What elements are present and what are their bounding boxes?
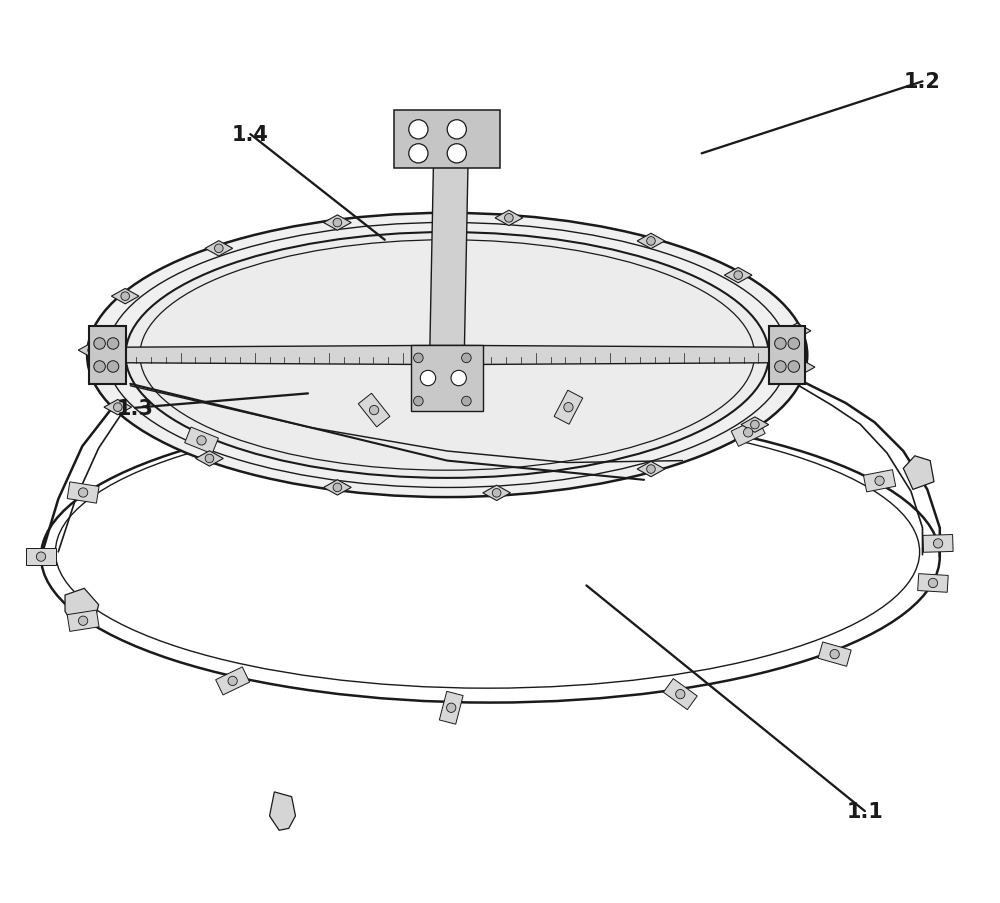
- Circle shape: [744, 428, 753, 438]
- Ellipse shape: [87, 214, 807, 498]
- Polygon shape: [324, 480, 351, 496]
- Polygon shape: [106, 346, 438, 365]
- Circle shape: [775, 339, 786, 349]
- Polygon shape: [818, 642, 851, 666]
- Polygon shape: [663, 679, 697, 710]
- Circle shape: [414, 396, 423, 406]
- Polygon shape: [787, 360, 815, 376]
- Circle shape: [447, 121, 466, 140]
- Circle shape: [205, 454, 214, 463]
- Circle shape: [676, 690, 685, 699]
- Polygon shape: [67, 482, 99, 504]
- Circle shape: [409, 121, 428, 140]
- Polygon shape: [394, 111, 500, 169]
- Polygon shape: [783, 324, 811, 340]
- Polygon shape: [411, 346, 483, 411]
- Circle shape: [647, 237, 655, 246]
- Circle shape: [121, 293, 129, 301]
- Circle shape: [414, 354, 423, 363]
- Circle shape: [830, 650, 839, 659]
- Circle shape: [751, 421, 759, 430]
- Polygon shape: [923, 535, 953, 553]
- Polygon shape: [205, 241, 233, 256]
- Circle shape: [793, 327, 801, 336]
- Circle shape: [564, 403, 573, 413]
- Circle shape: [36, 553, 46, 562]
- Circle shape: [492, 489, 501, 498]
- Polygon shape: [111, 289, 139, 304]
- Polygon shape: [104, 400, 132, 415]
- Circle shape: [775, 361, 786, 373]
- Text: 1.2: 1.2: [904, 72, 941, 92]
- Circle shape: [107, 339, 119, 349]
- Circle shape: [734, 272, 743, 280]
- Circle shape: [78, 617, 88, 626]
- Polygon shape: [731, 419, 765, 447]
- Circle shape: [447, 703, 456, 712]
- Circle shape: [78, 489, 88, 498]
- Polygon shape: [65, 589, 99, 624]
- Circle shape: [215, 245, 223, 254]
- Circle shape: [875, 477, 884, 486]
- Circle shape: [94, 361, 105, 373]
- Text: 1.3: 1.3: [117, 398, 154, 418]
- Polygon shape: [185, 428, 218, 454]
- Polygon shape: [26, 548, 56, 565]
- Circle shape: [797, 363, 805, 372]
- Circle shape: [505, 214, 513, 223]
- Polygon shape: [196, 452, 223, 467]
- Polygon shape: [637, 461, 665, 477]
- Circle shape: [420, 371, 436, 386]
- Circle shape: [788, 361, 800, 373]
- Circle shape: [928, 579, 938, 588]
- Polygon shape: [67, 610, 99, 632]
- Polygon shape: [483, 486, 510, 501]
- Polygon shape: [495, 211, 523, 227]
- Polygon shape: [358, 394, 390, 427]
- Circle shape: [333, 219, 342, 228]
- Circle shape: [451, 371, 466, 386]
- Polygon shape: [324, 216, 351, 231]
- Circle shape: [933, 539, 943, 548]
- Circle shape: [197, 436, 206, 445]
- Ellipse shape: [41, 411, 940, 703]
- FancyBboxPatch shape: [769, 327, 805, 385]
- Polygon shape: [270, 792, 295, 831]
- Circle shape: [369, 406, 379, 415]
- Circle shape: [447, 144, 466, 163]
- Polygon shape: [439, 692, 463, 724]
- Ellipse shape: [126, 233, 769, 479]
- Circle shape: [228, 676, 237, 685]
- Polygon shape: [554, 391, 583, 424]
- Text: 1.1: 1.1: [846, 801, 883, 821]
- FancyBboxPatch shape: [89, 327, 126, 385]
- Circle shape: [647, 465, 655, 474]
- Circle shape: [788, 339, 800, 349]
- Polygon shape: [457, 346, 788, 365]
- Circle shape: [94, 339, 105, 349]
- Polygon shape: [216, 667, 250, 695]
- Circle shape: [462, 354, 471, 363]
- Polygon shape: [918, 574, 948, 592]
- Polygon shape: [903, 456, 934, 489]
- Polygon shape: [724, 268, 752, 284]
- Circle shape: [88, 347, 96, 355]
- Polygon shape: [863, 470, 896, 492]
- Circle shape: [462, 396, 471, 406]
- Circle shape: [113, 404, 122, 412]
- Polygon shape: [430, 149, 468, 346]
- Text: 1.4: 1.4: [232, 125, 269, 145]
- Polygon shape: [78, 343, 106, 358]
- Circle shape: [409, 144, 428, 163]
- Circle shape: [107, 361, 119, 373]
- Circle shape: [333, 484, 342, 492]
- Polygon shape: [741, 417, 769, 433]
- Polygon shape: [637, 234, 665, 249]
